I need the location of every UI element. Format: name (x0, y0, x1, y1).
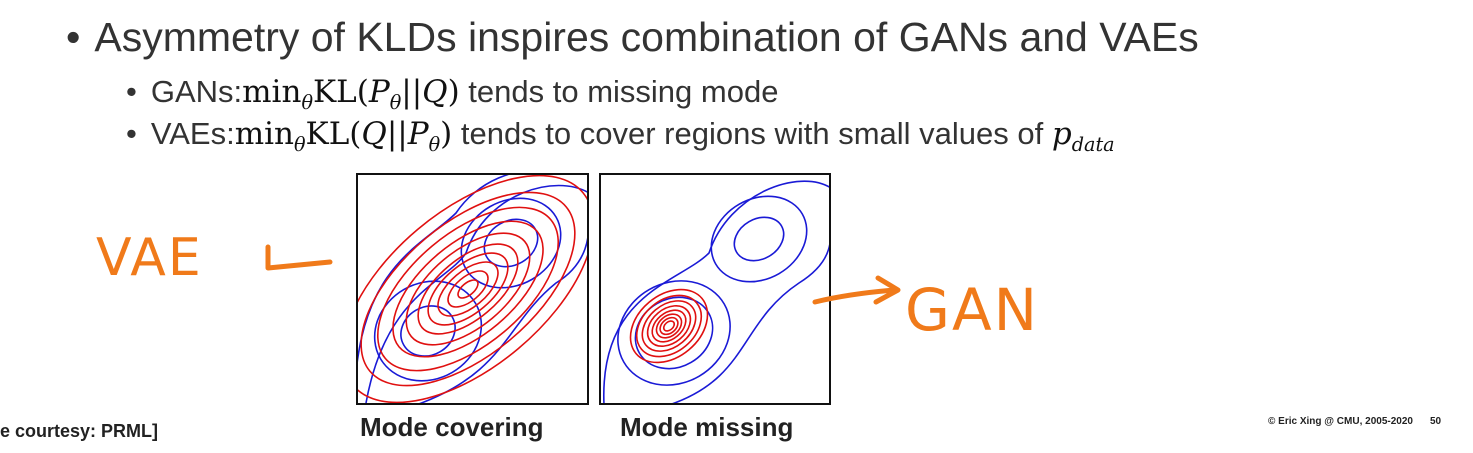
mode-missing-plot (599, 173, 831, 405)
copyright: © Eric Xing @ CMU, 2005-2020 (1268, 416, 1413, 427)
caption-mode-missing: Mode missing (620, 412, 794, 442)
bullet-dot: • (126, 116, 137, 151)
vaes-formula: minθKL(Q||Pθ) (234, 116, 453, 156)
plot-frame (356, 173, 589, 405)
mode-covering-plot (356, 173, 589, 405)
model-contours (629, 288, 709, 364)
vaes-bullet: • VAEs: minθKL(Q||Pθ) tends to cover reg… (126, 116, 1115, 156)
data-contours (603, 180, 831, 405)
arrow-to-gan (812, 275, 901, 305)
vaes-label: VAEs: (150, 116, 235, 151)
gan-annotation: GAN (905, 276, 1040, 344)
caption-mode-covering: Mode covering (360, 412, 544, 442)
gans-bullet: • GANs: minθKL(Pθ||Q) tends to missing m… (126, 74, 779, 114)
vae-annotation: VAE (96, 228, 203, 288)
gans-text: tends to missing mode (459, 74, 779, 109)
arrow-to-vae (265, 244, 333, 271)
gans-formula: minθKL(Pθ||Q) (242, 74, 460, 114)
image-courtesy: e courtesy: PRML] (0, 421, 159, 441)
main-bullet-text: Asymmetry of KLDs inspires combination o… (94, 14, 1199, 60)
page-number: 50 (1430, 416, 1442, 427)
bullet-dot: • (66, 14, 81, 60)
plot-frame (599, 173, 831, 405)
gans-label: GANs: (150, 74, 243, 109)
main-bullet: • Asymmetry of KLDs inspires combination… (66, 14, 1199, 61)
pdata-symbol: pdata (1051, 116, 1115, 156)
model-contours (356, 174, 589, 404)
vaes-text: tends to cover regions with small values… (452, 116, 1052, 151)
bullet-dot: • (126, 74, 137, 109)
